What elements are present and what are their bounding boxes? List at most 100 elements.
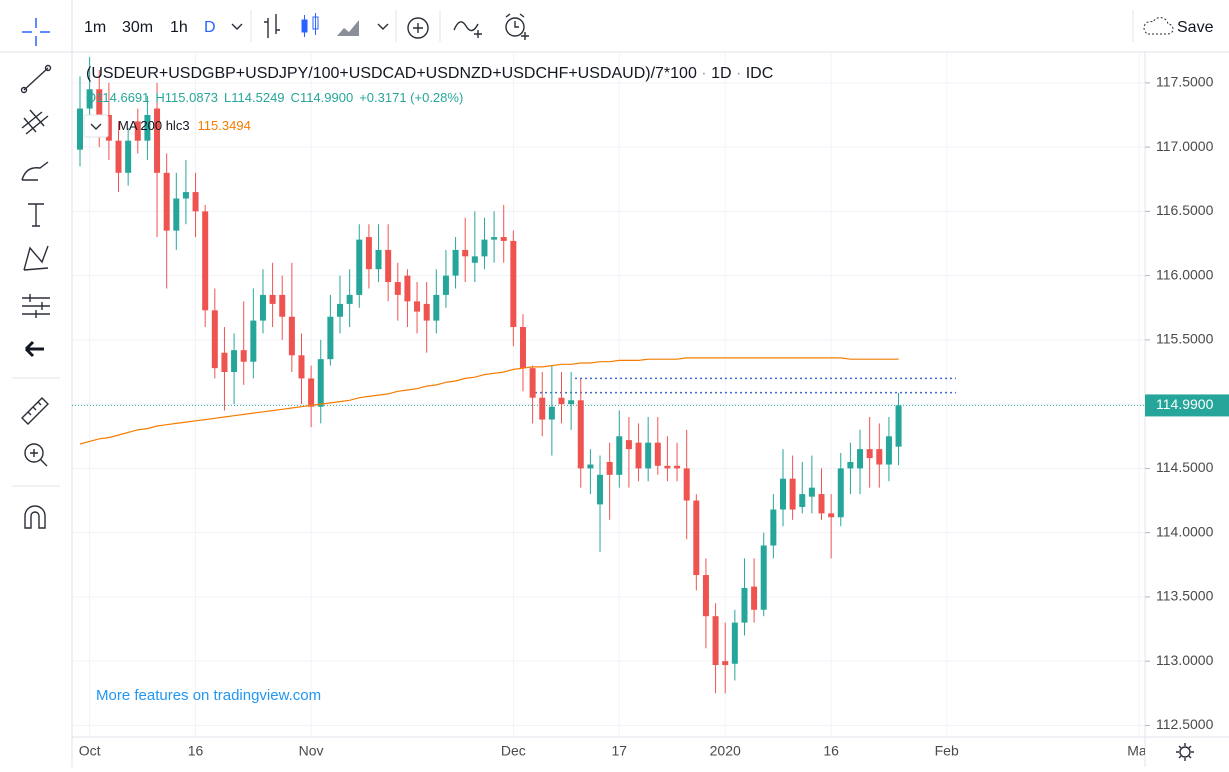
candle-body [500, 237, 507, 241]
candle-body [577, 400, 584, 469]
ohlc-label: O [86, 90, 96, 105]
candle-body [125, 140, 132, 173]
y-tick-label: 116.5000 [1156, 202, 1214, 218]
candle-body [346, 294, 353, 304]
ohlc-label: C [291, 90, 300, 105]
candle-body [760, 545, 767, 610]
interval-buttons: 1m 30m 1h D [84, 19, 216, 36]
x-tick-label: 16 [823, 743, 839, 759]
drawing-tools[interactable] [12, 18, 60, 529]
candle-body [452, 249, 459, 276]
y-tick-label: 113.5000 [1156, 588, 1214, 604]
legend-toggle[interactable] [83, 114, 109, 138]
candle-body [481, 239, 488, 257]
alert-button[interactable] [505, 13, 529, 40]
candle-body [423, 303, 430, 321]
interval-button[interactable]: 1h [170, 19, 188, 36]
y-tick-label: 117.5000 [1156, 74, 1214, 90]
candle-body [337, 303, 344, 317]
legend-symbol: (USDEUR+USDGBP+USDJPY/100+USDCAD+USDNZD+… [86, 65, 773, 82]
candle-body [433, 294, 440, 321]
candle-body [693, 500, 700, 576]
axes: 112.5000 113.0000 113.5000 114.0000 114.5000… [79, 74, 1229, 759]
y-tick-label: 116.0000 [1156, 266, 1214, 282]
candle-body [587, 464, 594, 469]
candle-body [712, 616, 719, 666]
candle-body [645, 442, 652, 469]
candle-body [606, 461, 613, 475]
watermark-link[interactable]: More features on tradingview.com [96, 687, 321, 704]
candle-body [269, 294, 276, 304]
candle-body [625, 440, 632, 450]
interval-button[interactable]: 1m [84, 19, 106, 36]
candle-body [876, 449, 883, 465]
candle-body [394, 282, 401, 295]
candle-body [597, 474, 604, 505]
candle-body [616, 436, 623, 475]
candle-body [259, 294, 266, 321]
x-tick-label: 16 [188, 743, 204, 759]
candle-body [279, 294, 286, 317]
candle-body [182, 192, 189, 199]
interval-button[interactable]: 30m [122, 19, 153, 36]
legend-ohlc: O114.6691 H115.0873 L114.5249 C114.9900 +0.3… [86, 90, 463, 105]
candle-body [327, 316, 334, 360]
ma-value: 115.3494 [198, 118, 251, 133]
interval-button[interactable]: D [204, 19, 216, 36]
candle-body [414, 301, 421, 312]
x-tick-label: Oct [79, 743, 101, 759]
legend-toggle-icon [90, 123, 102, 130]
last-price-label: 114.9900 [1156, 396, 1214, 412]
candle-body [221, 352, 228, 373]
candle-body [808, 487, 815, 497]
y-tick-label: 113.0000 [1156, 652, 1214, 668]
candle-body [365, 237, 372, 270]
candle-body [866, 449, 873, 459]
settings-button[interactable] [1176, 743, 1194, 761]
candle-body [654, 442, 661, 466]
candle-body [211, 310, 218, 369]
bars-style-button[interactable] [264, 14, 280, 38]
ma-legend: MA 200 hlc3 115.3494 [118, 118, 251, 133]
candle-body [202, 211, 209, 311]
area-style-button[interactable] [337, 20, 389, 36]
save-button[interactable]: Save [1143, 17, 1214, 37]
candles-style-button[interactable] [301, 13, 319, 37]
candle-body [471, 256, 478, 263]
y-tick-label: 117.0000 [1156, 138, 1214, 154]
y-tick-label: 115.5000 [1156, 331, 1214, 347]
candle-body [779, 478, 786, 510]
candle-body [789, 478, 796, 510]
candle-body [298, 355, 305, 379]
ohlc-value: 114.5249 [231, 90, 284, 105]
ohlc-label: H [155, 90, 164, 105]
candle-body [895, 405, 902, 447]
candle-body [828, 513, 835, 518]
candle-body [741, 587, 748, 623]
y-tick-label: 114.0000 [1156, 523, 1214, 539]
candle-body [510, 240, 517, 328]
candle-body [115, 140, 122, 173]
interval-dropdown[interactable] [231, 23, 243, 30]
symbol: (USDEUR+USDGBP+USDJPY/100+USDCAD+USDNZD+… [86, 65, 697, 82]
candle-body [442, 275, 449, 295]
candle-body [799, 494, 806, 507]
candle-body [529, 368, 536, 398]
dot: · [697, 65, 711, 82]
ohlc-value: 114.6691 [96, 90, 149, 105]
candle-body [548, 406, 555, 420]
ohlc-value: 114.9900 [300, 90, 353, 105]
candle-body [250, 320, 257, 362]
candle-body [837, 468, 844, 518]
candle-body [356, 239, 363, 295]
candle-body [77, 108, 83, 150]
last-price-box [1145, 394, 1229, 417]
indicators-button[interactable] [407, 17, 429, 39]
compare-button[interactable] [453, 21, 482, 38]
candle-body [134, 121, 141, 141]
candle-body [664, 465, 671, 469]
candle-body [404, 275, 411, 302]
candle-body [683, 468, 690, 501]
